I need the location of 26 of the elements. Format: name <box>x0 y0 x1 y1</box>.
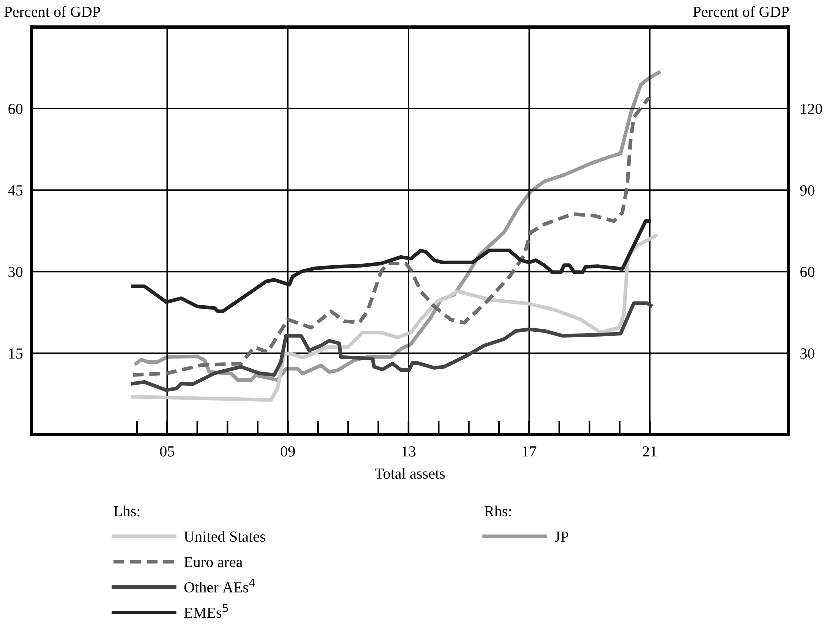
x-axis-title: Total assets <box>375 468 446 480</box>
y2-tick-label: 90 <box>800 186 815 196</box>
line-series <box>131 234 658 402</box>
legend-label: United States <box>184 531 266 542</box>
x-tick-label: 05 <box>160 446 174 457</box>
text: Rhs: <box>484 506 512 517</box>
y-tick-label: 45 <box>8 186 23 196</box>
y2-tick-label: 30 <box>800 348 815 359</box>
line-series <box>131 302 653 392</box>
y2-tick-label: 120 <box>801 104 822 114</box>
x-tick-label: 21 <box>643 446 657 457</box>
y-tick-label: 60 <box>8 104 23 114</box>
legend-label: Other AEs$^{4}$ <box>184 578 256 593</box>
y2-axis-title: Percent of GDP <box>693 6 790 18</box>
y-tick-label: 15 <box>9 348 23 359</box>
legend-label: JP <box>554 532 569 542</box>
x-tick-label: 13 <box>402 446 416 457</box>
y-tick-label: 30 <box>8 267 23 278</box>
x-tick-label: 09 <box>281 446 296 457</box>
y2-tick-label: 60 <box>800 267 815 278</box>
legend-label: Euro area <box>184 557 243 568</box>
legend-label: EMEs$^{5}$ <box>184 604 228 618</box>
text: Lhs: <box>114 506 140 517</box>
x-tick-label: 17 <box>523 446 537 457</box>
y-axis-title: Percent of GDP <box>4 6 100 18</box>
line-series <box>131 220 651 314</box>
